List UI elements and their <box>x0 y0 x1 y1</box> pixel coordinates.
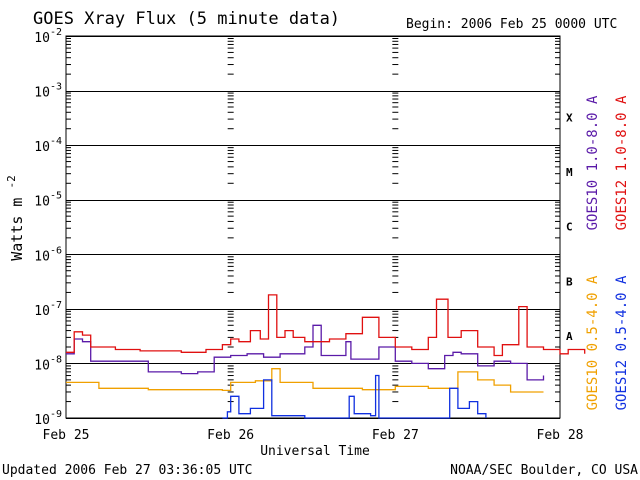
y-tick-label: 10-5 <box>34 191 62 210</box>
series-line-1 <box>66 294 586 357</box>
y-tick-label: 10-7 <box>34 300 62 319</box>
legend: GOES10 1.0-8.0 A GOES12 1.0-8.0 A GOES10 0… <box>585 95 630 410</box>
flare-class-b: B <box>566 275 573 288</box>
y-axis-label: Watts m -2 <box>5 175 26 261</box>
x-tick-labels: Feb 25 Feb 26 Feb 27 Feb 28 <box>43 428 584 443</box>
day-divider-ticks <box>66 37 560 403</box>
legend-entry-2: GOES10 0.5-4.0 A <box>585 275 601 410</box>
x-tick-label: Feb 28 <box>537 428 584 443</box>
y-tick-label: 10-8 <box>34 354 62 373</box>
footer-updated: Updated 2006 Feb 27 03:36:05 UTC <box>2 463 252 478</box>
series-line-2 <box>66 368 544 393</box>
legend-entry-1: GOES12 1.0-8.0 A <box>614 95 630 230</box>
x-tick-label: Feb 26 <box>207 428 254 443</box>
y-tick-label: 10-4 <box>34 136 62 155</box>
flare-class-m: M <box>566 166 573 179</box>
x-tick-label: Feb 27 <box>372 428 419 443</box>
flare-class-x: X <box>566 112 573 125</box>
series-lines <box>66 294 586 419</box>
flare-class-c: C <box>566 221 573 234</box>
footer-source: NOAA/SEC Boulder, CO USA <box>450 463 638 478</box>
y-tick-labels: 10-2 10-3 10-4 10-5 10-6 10-7 10-8 10-9 <box>34 27 62 428</box>
chart-title: GOES Xray Flux (5 minute data) <box>33 9 340 29</box>
y-tick-label: 10-2 <box>34 27 62 46</box>
y-tick-label: 10-6 <box>34 245 62 264</box>
begin-label: Begin: 2006 Feb 25 0000 UTC <box>406 17 617 32</box>
x-axis-label: Universal Time <box>260 444 370 459</box>
y-tick-label: 10-3 <box>34 82 62 101</box>
series-line-3 <box>222 374 487 419</box>
series-line-0 <box>66 324 545 381</box>
legend-entry-3: GOES12 0.5-4.0 A <box>614 275 630 410</box>
x-tick-label: Feb 25 <box>43 428 90 443</box>
flare-class-a: A <box>566 330 573 343</box>
legend-entry-0: GOES10 1.0-8.0 A <box>585 95 601 230</box>
flare-class-labels: X M C B A <box>566 112 573 343</box>
y-tick-label: 10-9 <box>34 409 62 428</box>
